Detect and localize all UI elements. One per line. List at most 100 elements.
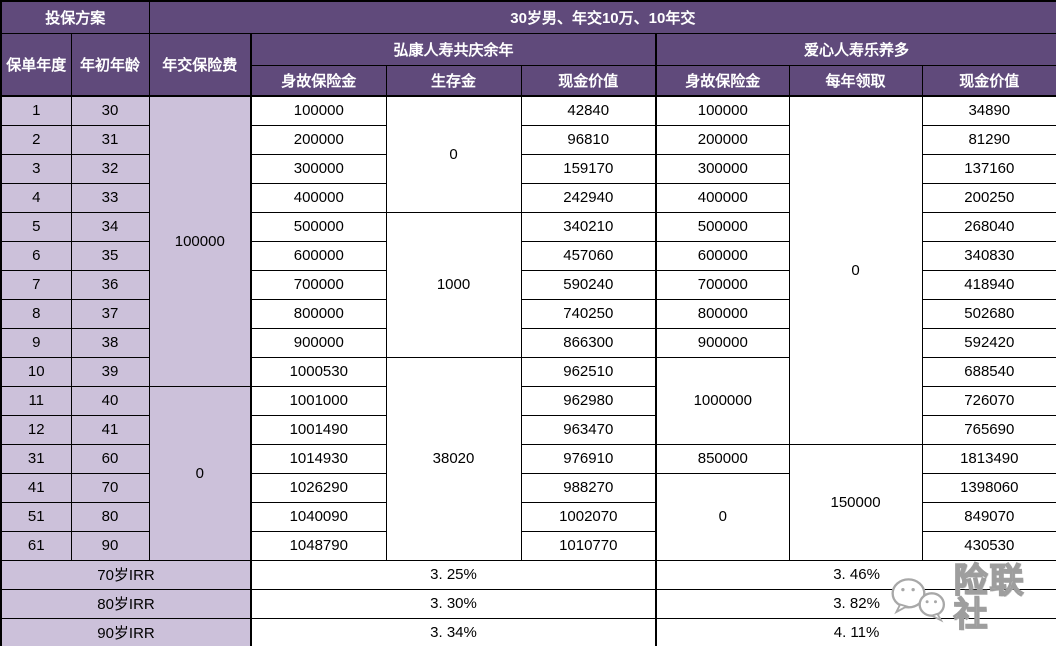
p1-cash-cell: 457060 <box>520 240 658 271</box>
p1-cash-cell: 866300 <box>520 327 658 358</box>
p2-death-merged-cell: 0 <box>655 472 790 561</box>
policy-year-cell: 3 <box>0 153 72 184</box>
policy-year-cell: 6 <box>0 240 72 271</box>
p1-cash-cell: 1002070 <box>520 501 658 532</box>
p2-cash-cell: 502680 <box>921 298 1056 329</box>
p1-survival-merged-cell: 0 <box>385 95 522 213</box>
col-header-age: 年初年龄 <box>70 32 150 97</box>
p1-death-cell: 700000 <box>250 269 387 300</box>
table-row: 31 60 1014930 976910 850000 150000 18134… <box>0 443 1056 561</box>
p1-cash-cell: 976910 <box>520 443 658 474</box>
premium-merged-cell: 0 <box>148 385 253 561</box>
irr-label-cell: 90岁IRR <box>0 617 253 646</box>
p1-death-cell: 500000 <box>250 211 387 242</box>
age-cell: 32 <box>70 153 150 184</box>
irr-p1-value-cell: 3. 25% <box>250 559 658 590</box>
p1-cash-cell: 159170 <box>520 153 658 184</box>
p2-cash-cell: 430530 <box>921 530 1056 561</box>
policy-year-cell: 41 <box>0 472 72 503</box>
p1-death-cell: 900000 <box>250 327 387 358</box>
irr-label-cell: 70岁IRR <box>0 559 253 590</box>
table-row: 1 30 100000 100000 0 42840 100000 0 3489… <box>0 95 1056 445</box>
p1-survival-merged-cell: 38020 <box>385 356 522 561</box>
policy-year-cell: 11 <box>0 385 72 416</box>
age-cell: 41 <box>70 414 150 445</box>
col-header-p1-survival: 生存金 <box>385 64 522 97</box>
policy-year-cell: 9 <box>0 327 72 358</box>
p1-cash-cell: 96810 <box>520 124 658 155</box>
age-cell: 39 <box>70 356 150 387</box>
p2-cash-cell: 592420 <box>921 327 1056 358</box>
policy-year-cell: 7 <box>0 269 72 300</box>
p1-cash-cell: 1010770 <box>520 530 658 561</box>
table-row: 4 33 400000 242940 400000 200250 <box>0 182 1056 213</box>
p1-death-cell: 1026290 <box>250 472 387 503</box>
p1-survival-merged-cell: 1000 <box>385 211 522 358</box>
p2-cash-cell: 268040 <box>921 211 1056 242</box>
col-header-policy-year: 保单年度 <box>0 32 72 97</box>
age-cell: 33 <box>70 182 150 213</box>
p1-death-cell: 800000 <box>250 298 387 329</box>
table-row: 51 80 1040090 1002070 849070 <box>0 501 1056 532</box>
policy-year-cell: 12 <box>0 414 72 445</box>
age-cell: 70 <box>70 472 150 503</box>
irr-label-cell: 80岁IRR <box>0 588 253 619</box>
p1-cash-cell: 242940 <box>520 182 658 213</box>
irr-row: 80岁IRR 3. 30% 3. 82% <box>0 588 1056 619</box>
p2-cash-cell: 1398060 <box>921 472 1056 503</box>
p2-draw-merged-cell: 0 <box>788 95 923 445</box>
p1-cash-cell: 42840 <box>520 95 658 126</box>
p1-death-cell: 1014930 <box>250 443 387 474</box>
plan-label-header: 投保方案 <box>0 0 150 34</box>
policy-year-cell: 4 <box>0 182 72 213</box>
table-row: 10 39 1000530 38020 962510 1000000 68854… <box>0 356 1056 561</box>
p2-death-cell: 400000 <box>655 182 790 213</box>
table-row: 3 32 300000 159170 300000 137160 <box>0 153 1056 184</box>
p2-death-cell: 900000 <box>655 327 790 358</box>
irr-p1-value-cell: 3. 30% <box>250 588 658 619</box>
p2-death-cell: 850000 <box>655 443 790 474</box>
p1-death-cell: 200000 <box>250 124 387 155</box>
policy-year-cell: 5 <box>0 211 72 242</box>
age-cell: 35 <box>70 240 150 271</box>
premium-merged-cell: 100000 <box>148 95 253 387</box>
age-cell: 80 <box>70 501 150 532</box>
age-cell: 37 <box>70 298 150 329</box>
p1-cash-cell: 988270 <box>520 472 658 503</box>
p2-death-cell: 200000 <box>655 124 790 155</box>
col-header-premium: 年交保险费 <box>148 32 253 97</box>
p2-cash-cell: 34890 <box>921 95 1056 126</box>
col-header-p1-death: 身故保险金 <box>250 64 387 97</box>
irr-p2-value-cell: 3. 82% <box>655 588 1056 619</box>
p1-death-cell: 1040090 <box>250 501 387 532</box>
p2-cash-cell: 849070 <box>921 501 1056 532</box>
p2-death-merged-cell: 1000000 <box>655 356 790 445</box>
p1-cash-cell: 962980 <box>520 385 658 416</box>
table-row: 12 41 1001490 963470 765690 <box>0 414 1056 445</box>
col-header-p2-death: 身故保险金 <box>655 64 790 97</box>
p2-cash-cell: 340830 <box>921 240 1056 271</box>
p1-death-cell: 1000530 <box>250 356 387 387</box>
age-cell: 30 <box>70 95 150 126</box>
p1-death-cell: 1048790 <box>250 530 387 561</box>
table-row: 2 31 200000 96810 200000 81290 <box>0 124 1056 155</box>
product1-name-header: 弘康人寿共庆余年 <box>250 32 658 66</box>
policy-year-cell: 1 <box>0 95 72 126</box>
p1-death-cell: 400000 <box>250 182 387 213</box>
p1-death-cell: 1001000 <box>250 385 387 416</box>
age-cell: 90 <box>70 530 150 561</box>
p2-cash-cell: 726070 <box>921 385 1056 416</box>
p2-death-cell: 800000 <box>655 298 790 329</box>
policy-year-cell: 2 <box>0 124 72 155</box>
table-row: 7 36 700000 590240 700000 418940 <box>0 269 1056 300</box>
p1-cash-cell: 740250 <box>520 298 658 329</box>
p2-cash-cell: 418940 <box>921 269 1056 300</box>
table-row: 61 90 1048790 1010770 430530 <box>0 530 1056 561</box>
col-header-p1-cash: 现金价值 <box>520 64 658 97</box>
p2-cash-cell: 81290 <box>921 124 1056 155</box>
irr-row: 70岁IRR 3. 25% 3. 46% <box>0 559 1056 590</box>
policy-year-cell: 61 <box>0 530 72 561</box>
policy-year-cell: 10 <box>0 356 72 387</box>
